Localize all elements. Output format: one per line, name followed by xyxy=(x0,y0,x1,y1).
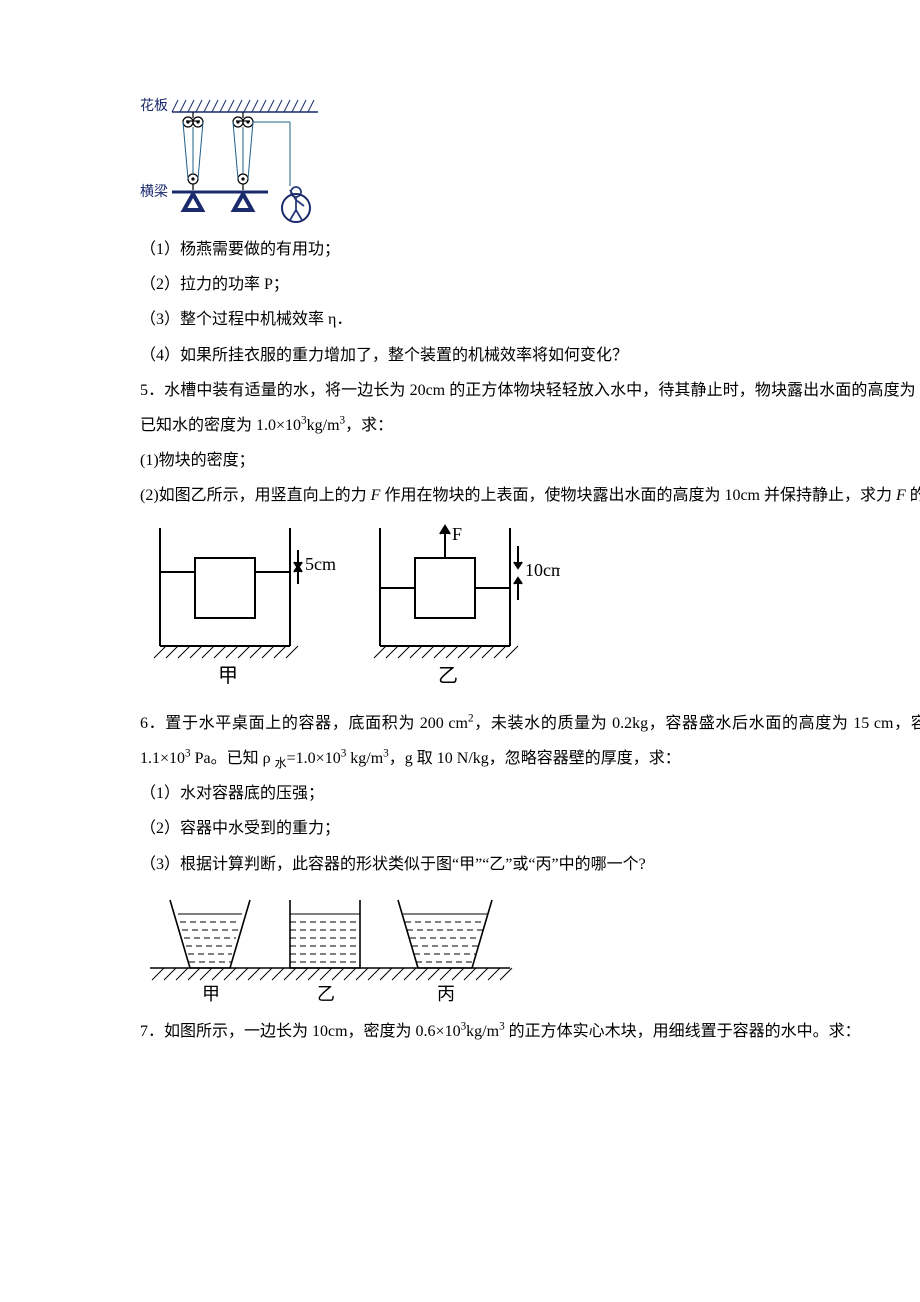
q6-label-jia: 甲 xyxy=(202,984,220,1004)
q5-p2-a: (2)如图乙所示，用竖直向上的力 xyxy=(140,487,371,504)
q6-part2: （2）容器中水受到的重力； xyxy=(140,811,920,846)
svg-text:10cm: 10cm xyxy=(525,560,560,580)
q6-label-yi: 乙 xyxy=(317,984,335,1004)
q6-label-bing: 丙 xyxy=(437,984,455,1004)
q7-intro-c: 的正方体实心木块，用细线置于容器的水中。求： xyxy=(505,1023,861,1040)
q5-label-yi: 乙 xyxy=(438,665,458,687)
beam-label: 横梁 xyxy=(140,184,168,200)
figure-q6-containers: 甲 乙 丙 xyxy=(140,886,920,1006)
q5-intro-b: kg/m xyxy=(307,417,340,434)
q4-part1: （1）杨燕需要做的有用功； xyxy=(140,232,920,267)
q5-intro-c: ，求： xyxy=(345,417,393,434)
q6-intro-d: =1.0×10 xyxy=(287,750,341,767)
ceiling-label: 花板 xyxy=(140,98,168,114)
q5-part1: (1)物块的密度； xyxy=(140,443,920,478)
q6-part1: （1）水对容器底的压强； xyxy=(140,776,920,811)
q5-intro-a: 5．水槽中装有适量的水，将一边长为 20cm 的正方体物块轻轻放入水中，待其静止… xyxy=(140,382,920,434)
q7-intro-a: 7．如图所示，一边长为 10cm，密度为 0.6×10 xyxy=(140,1023,461,1040)
q7-intro: 7．如图所示，一边长为 10cm，密度为 0.6×103kg/m3 的正方体实心… xyxy=(140,1014,920,1049)
q5-part2: (2)如图乙所示，用竖直向上的力 F 作用在物块的上表面，使物块露出水面的高度为… xyxy=(140,478,920,513)
q6-part3: （3）根据计算判断，此容器的形状类似于图“甲”“乙”或“丙”中的哪一个? xyxy=(140,847,920,882)
q6-intro-c: Pa。已知 ρ xyxy=(191,750,275,767)
figure-pulley-system: 花板 横梁 xyxy=(140,94,920,224)
q7-intro-b: kg/m xyxy=(466,1023,499,1040)
q4-part2: （2）拉力的功率 P； xyxy=(140,267,920,302)
q6-intro-e: kg/m xyxy=(346,750,383,767)
q5-p2-b: 作用在物块的上表面，使物块露出水面的高度为 10cm 并保持静止，求力 xyxy=(380,487,896,504)
svg-text:5cm: 5cm xyxy=(305,554,336,574)
q6-intro-f: ，g 取 10 N/kg，忽略容器壁的厚度，求： xyxy=(389,750,681,767)
q4-part4: （4）如果所挂衣服的重力增加了，整个装置的机械效率将如何变化？ xyxy=(140,338,920,373)
q5-p2-c: 的大小。 xyxy=(906,487,920,504)
q6-intro: 6．置于水平桌面上的容器，底面积为 200 cm2，未装水的质量为 0.2kg，… xyxy=(140,706,920,777)
q6-intro-a: 6．置于水平桌面上的容器，底面积为 200 cm xyxy=(140,715,468,732)
q4-part3: （3）整个过程中机械效率 η． xyxy=(140,302,920,337)
figure-q5-cubes: 5cm 甲 F 10cm 乙 xyxy=(140,518,920,698)
q5-label-jia: 甲 xyxy=(218,665,238,687)
q5-intro: 5．水槽中装有适量的水，将一边长为 20cm 的正方体物块轻轻放入水中，待其静止… xyxy=(140,373,920,443)
svg-text:F: F xyxy=(452,524,462,544)
